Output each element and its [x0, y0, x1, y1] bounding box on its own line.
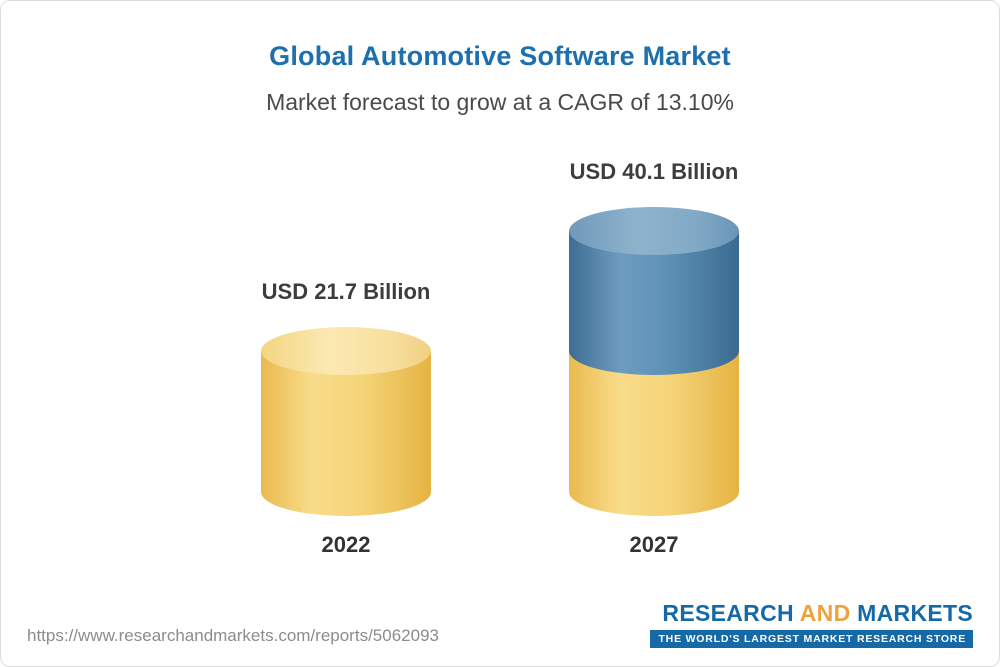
cylinder-2022 [261, 327, 431, 516]
chart-title: Global Automotive Software Market [269, 41, 731, 71]
axis-label-2022: 2022 [321, 532, 371, 557]
value-label-2027: USD 40.1 Billion [569, 159, 739, 184]
cylinder-2027 [569, 207, 739, 516]
research-and-markets-logo: RESEARCH AND MARKETS THE WORLD'S LARGEST… [650, 600, 973, 648]
cylinder-2027-base-body [569, 351, 739, 516]
chart-header: Global Automotive Software Market Market… [1, 1, 999, 116]
cylinder-2027-top-ellipse [569, 207, 739, 255]
bar-group-2022: USD 21.7 Billion 2022 [231, 279, 461, 558]
bar-group-2027: USD 40.1 Billion 2027 [539, 159, 769, 558]
logo-word-research: RESEARCH [662, 600, 794, 626]
logo-word-markets: MARKETS [857, 600, 973, 626]
cylinder-2022-body [261, 351, 431, 516]
chart-subtitle: Market forecast to grow at a CAGR of 13.… [266, 89, 734, 115]
cylinder-2022-top-ellipse [261, 327, 431, 375]
cylinder-2027-growth-body [569, 231, 739, 375]
axis-label-2027: 2027 [629, 532, 679, 557]
value-label-2022: USD 21.7 Billion [261, 279, 431, 304]
logo-word-and: AND [793, 600, 858, 626]
logo-tagline: THE WORLD'S LARGEST MARKET RESEARCH STOR… [650, 630, 973, 648]
bar-chart: USD 21.7 Billion 2022 USD 40.1 Billion 2… [1, 122, 999, 558]
chart-footer: https://www.researchandmarkets.com/repor… [1, 600, 999, 666]
logo-wordmark: RESEARCH AND MARKETS [650, 600, 973, 627]
source-url: https://www.researchandmarkets.com/repor… [27, 626, 439, 645]
